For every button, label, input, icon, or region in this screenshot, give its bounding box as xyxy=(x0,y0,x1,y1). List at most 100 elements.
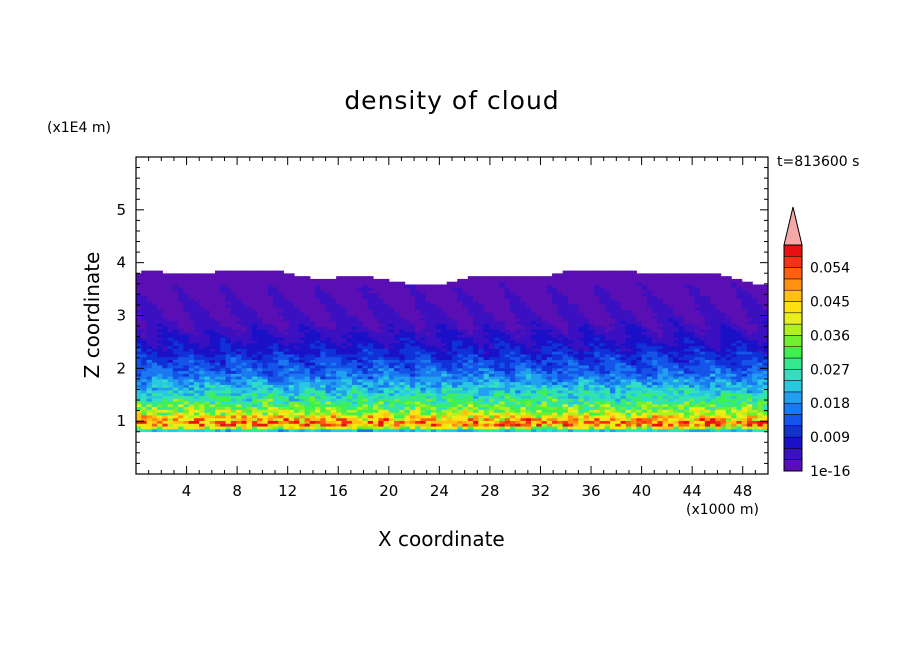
density-cell xyxy=(283,384,290,388)
density-cell xyxy=(262,364,269,369)
density-cell xyxy=(557,409,564,413)
density-cell xyxy=(351,403,358,408)
density-cell xyxy=(246,406,253,410)
density-cell xyxy=(725,326,732,330)
density-cell xyxy=(420,395,427,399)
density-cell xyxy=(251,403,258,408)
density-cell xyxy=(704,331,711,335)
density-cell xyxy=(430,373,437,377)
density-cell xyxy=(304,331,311,335)
density-cell xyxy=(457,373,464,377)
density-cell xyxy=(362,400,369,405)
density-cell xyxy=(467,428,474,433)
density-cell xyxy=(283,337,290,341)
density-cell xyxy=(483,414,490,419)
density-cell xyxy=(272,409,279,413)
density-cell xyxy=(636,381,643,385)
density-cell xyxy=(625,389,632,394)
density-cell xyxy=(320,403,327,408)
density-cell xyxy=(646,364,653,369)
density-cell xyxy=(236,420,242,424)
density-cell xyxy=(157,331,163,335)
density-cell xyxy=(188,423,195,427)
density-cell xyxy=(525,328,532,333)
density-cell xyxy=(178,326,184,330)
density-cell xyxy=(499,359,506,363)
density-cell xyxy=(436,353,443,358)
density-cell xyxy=(720,409,727,413)
density-cell xyxy=(220,323,227,327)
density-cell xyxy=(625,342,632,347)
density-cell xyxy=(193,381,200,385)
density-cell xyxy=(583,417,590,421)
density-cell xyxy=(162,331,169,335)
density-cell xyxy=(304,398,311,402)
density-cell xyxy=(193,370,200,374)
density-cell xyxy=(172,326,179,330)
density-cell xyxy=(689,317,695,322)
density-cell xyxy=(578,392,585,397)
density-cell xyxy=(399,428,406,433)
density-cell xyxy=(625,359,632,363)
density-cell xyxy=(641,406,648,410)
density-cell xyxy=(146,389,153,394)
density-cell xyxy=(446,370,453,374)
density-cell xyxy=(151,320,158,324)
density-cell xyxy=(483,353,490,358)
density-cell xyxy=(425,326,432,330)
density-cell xyxy=(320,398,327,402)
density-cell xyxy=(636,331,643,335)
density-cell xyxy=(362,342,369,347)
density-cell xyxy=(641,331,648,335)
density-cell xyxy=(188,348,195,352)
density-cell xyxy=(394,409,400,413)
density-cell xyxy=(462,353,469,358)
density-cell xyxy=(383,359,390,363)
density-cell xyxy=(278,378,285,383)
density-cell xyxy=(388,317,395,322)
density-cell xyxy=(731,342,737,347)
density-cell xyxy=(462,345,469,349)
density-cell xyxy=(652,384,658,388)
density-cell xyxy=(467,337,474,341)
density-cell xyxy=(146,364,153,369)
density-cell xyxy=(404,362,411,366)
density-cell xyxy=(251,353,258,358)
density-cell xyxy=(299,320,306,324)
density-cell xyxy=(546,403,553,408)
density-cell xyxy=(615,351,622,355)
density-cell xyxy=(715,392,722,397)
density-cell xyxy=(178,381,184,385)
density-cell xyxy=(420,409,427,413)
density-cell xyxy=(388,331,395,335)
density-cell xyxy=(383,384,390,388)
density-cell xyxy=(199,423,206,427)
density-cell xyxy=(467,334,474,338)
density-cell xyxy=(209,425,216,430)
density-cell xyxy=(757,400,764,405)
density-cell xyxy=(525,370,532,374)
density-cell xyxy=(452,364,458,369)
density-cell xyxy=(215,375,221,380)
density-cell xyxy=(288,356,295,360)
density-cell xyxy=(399,353,406,358)
density-cell xyxy=(272,317,279,322)
density-cell xyxy=(467,331,474,335)
density-cell xyxy=(146,409,153,413)
density-cell xyxy=(652,412,658,416)
density-cell xyxy=(267,428,274,433)
density-cell xyxy=(336,417,342,421)
density-cell xyxy=(294,395,300,399)
density-cell xyxy=(667,331,674,335)
density-cell xyxy=(710,339,716,344)
density-cell xyxy=(462,417,469,421)
density-cell xyxy=(351,381,358,385)
density-cell xyxy=(546,331,553,335)
density-cell xyxy=(473,414,479,419)
density-cell xyxy=(504,362,511,366)
density-cell xyxy=(383,342,390,347)
density-cell xyxy=(272,425,279,430)
density-cell xyxy=(367,406,374,410)
density-cell xyxy=(336,414,342,419)
density-cell xyxy=(478,392,485,397)
